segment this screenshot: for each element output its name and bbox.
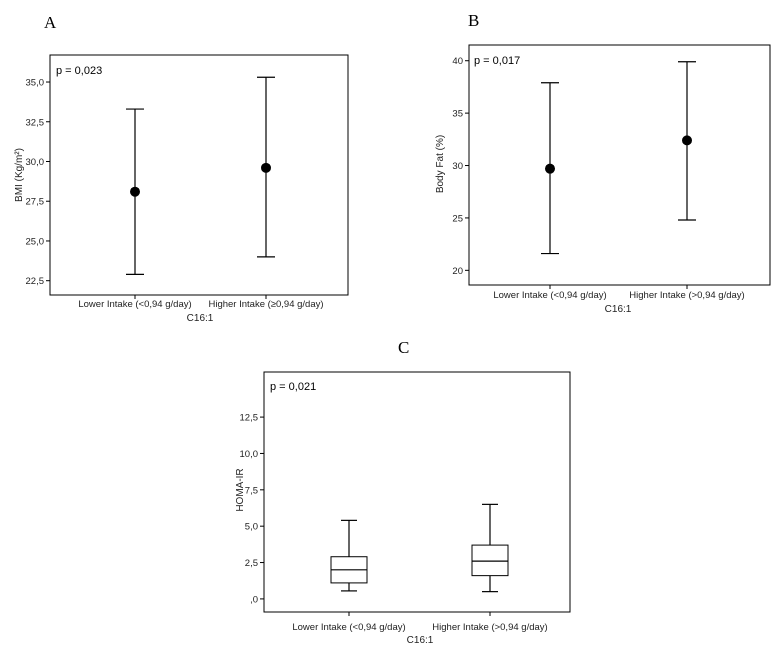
- panel-a-y-axis-title: BMI (Kg/m²): [14, 148, 25, 202]
- panel-a-p-value: p = 0,023: [56, 65, 102, 77]
- panel-b-x-tick-label: Higher Intake (>0,94 g/day): [629, 290, 744, 301]
- panel-a-y-tick-label: 30,0: [26, 157, 45, 168]
- panel-b-y-tick-label: 40: [452, 56, 463, 67]
- panel-c-x-tick-label: Lower Intake (<0,94 g/day): [292, 622, 405, 633]
- panel-c-plot-frame: [263, 371, 571, 613]
- panel-a-letter: A: [44, 13, 57, 32]
- panel-c-x-tick-label: Higher Intake (>0,94 g/day): [432, 622, 547, 633]
- panel-c-y-tick-label: 10,0: [240, 449, 259, 460]
- panel-c-y-tick-label: 7,5: [245, 485, 258, 496]
- panel-b-mean-point: [545, 163, 555, 174]
- panel-b-x-axis-title: C16:1: [605, 304, 632, 315]
- panel-a-mean-point: [261, 162, 271, 173]
- panel-c-y-tick-label: ,0: [250, 594, 258, 605]
- panel-a-y-tick-label: 27,5: [26, 197, 45, 208]
- panel-c-y-tick-label: 2,5: [245, 558, 258, 569]
- panel-b-y-axis-title: Body Fat (%): [435, 135, 446, 193]
- panel-b: B p = 0,017 C16:1 Body Fat (%) 20 25 30 35 4…: [435, 11, 771, 315]
- panel-c-p-value: p = 0,021: [270, 381, 316, 393]
- panel-a-x-tick-label: Lower Intake (<0,94 g/day): [78, 299, 191, 310]
- panel-c-box: [471, 544, 509, 577]
- panel-b-mean-point: [682, 135, 692, 146]
- panel-b-x-tick-label: Lower Intake (<0,94 g/day): [493, 290, 606, 301]
- panel-a-y-tick-label: 35,0: [26, 78, 45, 89]
- panel-b-plot-frame: [468, 44, 771, 286]
- panel-c-y-axis-title: HOMA-IR: [235, 468, 246, 511]
- panel-a-marks: 22,5 25,0 27,5 30,0 32,5 35,0 Lower Intake (<0…: [26, 76, 324, 310]
- panel-c-marks: ,0 2,5 5,0 7,5 10,0 12,5 Lower Intake (<0,94 g…: [240, 413, 548, 633]
- panel-a-plot-frame: [49, 54, 349, 296]
- panel-a-y-tick-label: 32,5: [26, 117, 45, 128]
- panel-b-marks: 20 25 30 35 40 Lower Intake (<0,94 g/day) High…: [452, 56, 744, 301]
- panel-b-p-value: p = 0,017: [474, 55, 520, 67]
- panel-a-y-tick-label: 22,5: [26, 276, 45, 287]
- panel-c-y-tick-label: 5,0: [245, 522, 258, 533]
- panel-a-x-tick-label: Higher Intake (≥0,94 g/day): [208, 299, 323, 310]
- panel-b-y-tick-label: 30: [452, 161, 463, 172]
- panel-b-letter: B: [468, 11, 479, 30]
- panel-b-y-tick-label: 35: [452, 109, 463, 120]
- panel-c: C p = 0,021 C16:1 HOMA-IR ,0 2,5 5,0 7,5 10,…: [235, 338, 571, 646]
- panel-c-x-axis-title: C16:1: [407, 635, 434, 646]
- panel-a-mean-point: [130, 186, 140, 197]
- panel-b-y-tick-label: 25: [452, 213, 463, 224]
- panel-a-y-tick-label: 25,0: [26, 236, 45, 247]
- panel-c-y-tick-label: 12,5: [240, 413, 259, 424]
- panel-b-y-tick-label: 20: [452, 266, 463, 277]
- panel-a-x-axis-title: C16:1: [187, 313, 214, 324]
- panel-c-letter: C: [398, 338, 409, 357]
- panel-a: A p = 0,023 C16:1 BMI (Kg/m²) 22,5 25,0 27…: [14, 13, 349, 324]
